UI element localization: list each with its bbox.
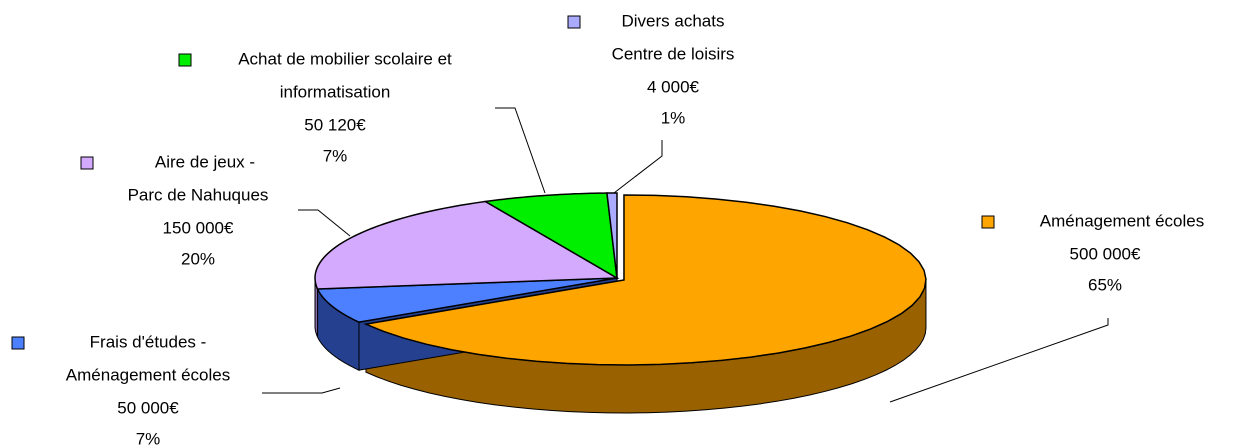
legend-swatch [80, 156, 94, 170]
percent-label: 65% [1088, 275, 1122, 294]
value-label: 500 000€ [1070, 244, 1141, 263]
value-label: 50 120€ [304, 115, 366, 134]
legend-swatch [11, 336, 25, 350]
leader-line [889, 318, 1109, 403]
slice [483, 192, 618, 280]
value-label: 150 000€ [163, 218, 234, 237]
category-label: Frais d'études - [90, 332, 207, 351]
percent-label: 1% [661, 108, 686, 127]
data-label: Frais d'études - Aménagement écoles 50 000… [11, 332, 341, 446]
slice [606, 192, 618, 279]
leader-line [298, 209, 351, 237]
legend-swatch [567, 15, 581, 29]
category-label: Aménagement écoles [1040, 211, 1204, 230]
category-label: Divers achats [622, 11, 725, 30]
slice [314, 200, 620, 290]
percent-label: 7% [323, 146, 348, 165]
legend-swatch [178, 53, 192, 67]
percent-label: 20% [181, 249, 215, 268]
data-label: Divers achats Centre de loisirs 4 000€ 1% [567, 11, 735, 194]
data-label: Aire de jeux - Parc de Nahuques 150 000€ 20… [80, 152, 351, 268]
percent-label: 7% [136, 429, 161, 446]
category-label: Aménagement écoles [66, 365, 230, 384]
legend-swatch [981, 215, 995, 229]
slice [363, 194, 927, 366]
value-label: 4 000€ [647, 77, 700, 96]
category-label: informatisation [280, 82, 391, 101]
leader-line [262, 387, 341, 394]
pie [314, 192, 927, 414]
category-label: Centre de loisirs [612, 44, 735, 63]
category-label: Achat de mobilier scolaire et [238, 49, 452, 68]
category-label: Aire de jeux - [155, 152, 255, 171]
category-label: Parc de Nahuques [128, 185, 269, 204]
data-label: Achat de mobilier scolaire et informatisa… [178, 49, 546, 194]
slice [316, 277, 618, 323]
leader-line [495, 107, 546, 194]
leader-line [613, 140, 663, 194]
value-label: 50 000€ [117, 398, 179, 417]
data-label: Aménagement écoles 500 000€ 65% [889, 211, 1204, 403]
